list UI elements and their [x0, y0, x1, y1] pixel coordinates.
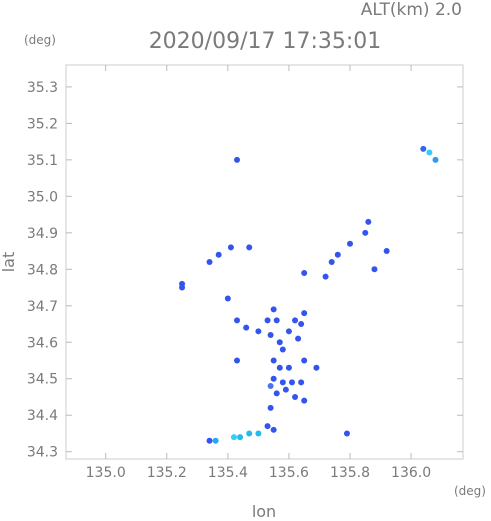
y-tick-label: 34.6: [27, 335, 58, 351]
echo-point: [267, 331, 274, 338]
echo-point: [301, 397, 308, 404]
echo-point: [276, 339, 283, 346]
echo-point: [234, 156, 241, 163]
y-tick-label: 35.0: [27, 189, 58, 205]
echo-point: [313, 364, 320, 371]
echo-point: [426, 149, 433, 156]
y-tick-label: 35.1: [27, 153, 58, 169]
echo-point: [246, 430, 253, 437]
y-tick-label: 34.3: [27, 445, 58, 461]
echo-point: [383, 248, 390, 255]
echo-point: [273, 317, 280, 324]
echo-point: [285, 328, 292, 335]
echo-point: [255, 328, 262, 335]
echo-point: [255, 430, 262, 437]
x-tick-label: 135.8: [330, 465, 370, 481]
echo-point: [343, 430, 350, 437]
echo-point: [243, 324, 250, 331]
timestamp-title: 2020/09/17 17:35:01: [149, 29, 382, 54]
echo-point: [234, 317, 241, 324]
y-tick-label: 34.8: [27, 262, 58, 278]
echo-point: [295, 335, 302, 342]
x-tick-label: 135.0: [86, 465, 126, 481]
echo-point: [301, 310, 308, 317]
echo-point: [298, 321, 305, 328]
y-axis-ticks: 34.3 34.4 34.5 34.6 34.7 34.8 34.9 35.0 35.1 35.2…: [27, 80, 463, 461]
echo-point: [237, 434, 244, 441]
echo-point: [246, 244, 253, 251]
echo-point: [292, 393, 299, 400]
echo-point: [301, 269, 308, 276]
echo-point: [270, 375, 277, 382]
echo-point: [328, 259, 335, 265]
echo-point: [264, 317, 271, 324]
echo-point: [273, 390, 280, 397]
x-tick-label: 136.0: [391, 465, 431, 481]
echo-point: [215, 251, 222, 258]
echo-point: [179, 284, 186, 291]
echo-point: [227, 244, 234, 251]
echo-point: [267, 383, 274, 390]
x-axis-ticks: 135.0 135.2 135.4 135.6 135.8 136.0: [86, 65, 431, 481]
echo-point: [267, 404, 274, 411]
echo-point: [432, 156, 439, 163]
y-axis-title: lat: [0, 252, 18, 273]
echo-point: [347, 240, 354, 247]
echo-point: [206, 437, 213, 444]
y-tick-label: 35.3: [27, 80, 58, 96]
echo-point: [279, 346, 286, 353]
echo-point: [230, 434, 237, 441]
y-tick-label: 34.5: [27, 372, 58, 388]
echo-layer: [179, 145, 439, 444]
echo-point: [282, 386, 289, 393]
x-tick-label: 135.2: [147, 465, 187, 481]
altitude-label: ALT(km) 2.0: [361, 0, 462, 20]
echo-point: [206, 259, 213, 265]
echo-point: [365, 218, 372, 225]
plot-frame: [65, 64, 464, 460]
echo-point: [371, 266, 378, 273]
y-tick-label: 34.9: [27, 226, 58, 242]
echo-point: [270, 426, 277, 433]
echo-point: [285, 364, 292, 371]
echo-point: [276, 364, 283, 371]
echo-point: [270, 357, 277, 364]
y-tick-label: 35.2: [27, 116, 58, 132]
echo-point: [292, 317, 299, 324]
y-tick-label: 34.4: [27, 408, 58, 424]
echo-point: [279, 379, 286, 386]
echo-point: [224, 295, 231, 302]
echo-point: [362, 229, 369, 236]
y-unit-label: (deg): [24, 33, 56, 47]
echo-point: [288, 379, 295, 386]
x-tick-label: 135.4: [208, 465, 248, 481]
echo-point: [334, 251, 341, 258]
y-tick-label: 34.7: [27, 299, 58, 315]
x-unit-label: (deg): [454, 484, 486, 498]
echo-point: [212, 437, 219, 444]
echo-point: [322, 273, 329, 280]
echo-point: [298, 379, 305, 386]
echo-point: [234, 357, 241, 364]
x-tick-label: 135.6: [269, 465, 309, 481]
x-axis-title: lon: [252, 502, 276, 521]
echo-point: [270, 306, 277, 313]
echo-point: [301, 357, 308, 364]
echo-point: [420, 145, 427, 152]
echo-point: [264, 423, 271, 430]
